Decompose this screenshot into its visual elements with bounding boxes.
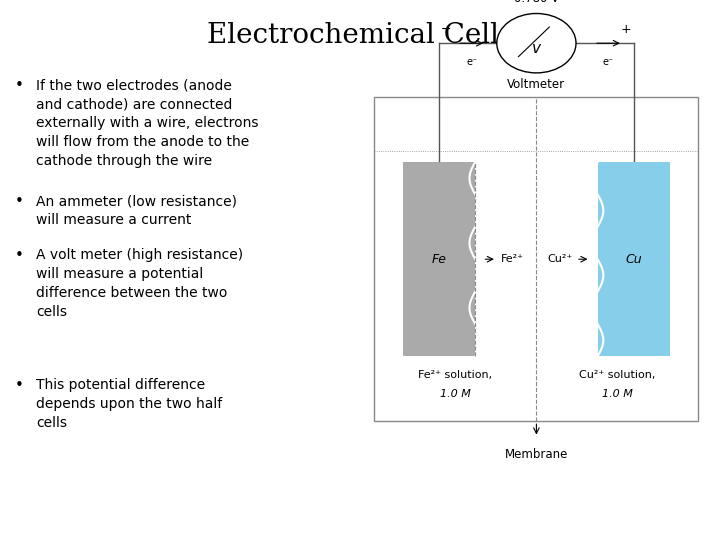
Text: Cu: Cu <box>625 253 642 266</box>
Text: e⁻: e⁻ <box>466 57 477 67</box>
FancyBboxPatch shape <box>374 97 698 421</box>
Text: If the two electrodes (anode
and cathode) are connected
externally with a wire, : If the two electrodes (anode and cathode… <box>36 78 258 168</box>
Text: e⁻: e⁻ <box>603 57 614 67</box>
Bar <box>598 162 670 356</box>
Text: Membrane: Membrane <box>505 448 568 461</box>
Text: •: • <box>14 78 23 93</box>
Text: +: + <box>621 23 631 36</box>
Text: 1.0 M: 1.0 M <box>602 389 633 399</box>
Text: Electrochemical Cells: Electrochemical Cells <box>207 22 513 49</box>
Circle shape <box>497 14 576 73</box>
Text: 1.0 M: 1.0 M <box>440 389 471 399</box>
Text: −: − <box>441 23 451 36</box>
Text: Cu²⁺ solution,: Cu²⁺ solution, <box>579 370 656 380</box>
Text: •: • <box>14 194 23 210</box>
Bar <box>403 162 475 356</box>
Text: Fe: Fe <box>432 253 446 266</box>
Text: Cu²⁺: Cu²⁺ <box>547 254 572 264</box>
Text: Fe²⁺: Fe²⁺ <box>500 254 523 264</box>
Text: •: • <box>14 248 23 264</box>
Text: v: v <box>532 41 541 56</box>
Text: A volt meter (high resistance)
will measure a potential
difference between the t: A volt meter (high resistance) will meas… <box>36 248 243 319</box>
Text: 0.780 V: 0.780 V <box>514 0 559 5</box>
Text: This potential difference
depends upon the two half
cells: This potential difference depends upon t… <box>36 378 222 430</box>
Text: Fe²⁺ solution,: Fe²⁺ solution, <box>418 370 492 380</box>
Text: Voltmeter: Voltmeter <box>508 78 565 91</box>
Text: •: • <box>14 378 23 393</box>
Text: An ammeter (low resistance)
will measure a current: An ammeter (low resistance) will measure… <box>36 194 237 227</box>
